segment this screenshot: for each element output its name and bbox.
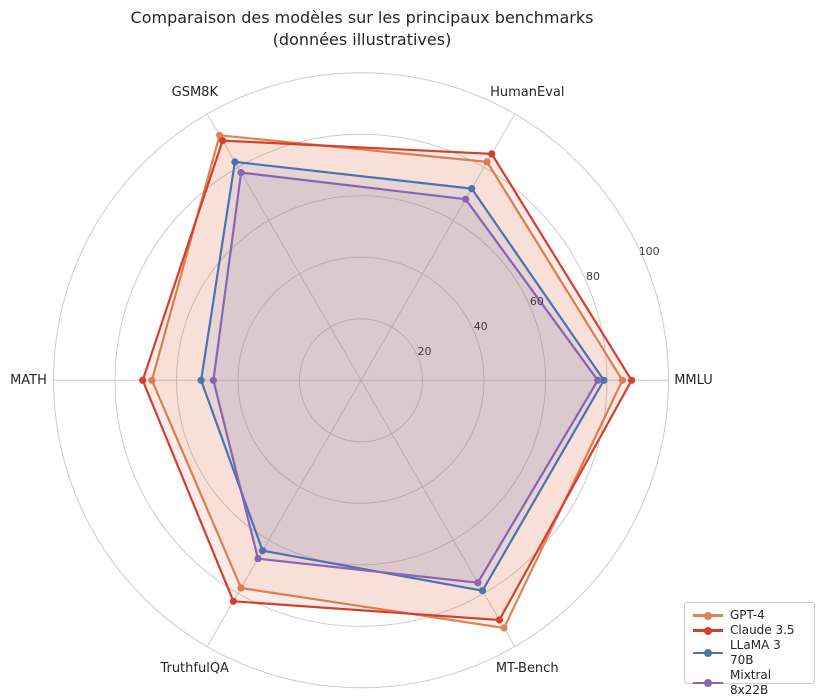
data-point-mixtral-8x22b-truthfulqa (254, 555, 262, 563)
legend-label-mixtral-8x22b: Mixtral 8x22B (730, 668, 772, 697)
data-point-mixtral-8x22b-mmlu (594, 376, 602, 384)
data-point-gpt-4-humaneval (483, 158, 491, 166)
data-point-llama-3-70b-gsm8k (231, 158, 239, 166)
axis-label-humaneval: HumanEval (490, 85, 564, 100)
chart-title-line1: Comparaison des modèles sur les principa… (130, 8, 594, 27)
data-point-mixtral-8x22b-math (209, 376, 217, 384)
radial-tick-label-20: 20 (418, 345, 432, 358)
data-point-gpt-4-gsm8k (216, 131, 224, 139)
data-point-llama-3-70b-humaneval (468, 185, 476, 193)
legend-item-claude-3-5: Claude 3.5 (693, 623, 806, 638)
radial-tick-label-100: 100 (639, 245, 660, 258)
data-point-claude-3-5-math (139, 376, 147, 384)
axis-spoke-mt-bench (360, 380, 516, 647)
axis-label-mt-bench: MT-Bench (496, 661, 559, 676)
data-point-llama-3-70b-truthfulqa (259, 547, 267, 555)
data-point-llama-3-70b-mmlu (600, 376, 608, 384)
legend-item-llama-3-70b: LLaMA 3 70B (693, 638, 806, 668)
axis-label-mmlu: MMLU (674, 373, 713, 388)
legend: GPT-4 Claude 3.5 LLaMA 3 70B Mixtral 8x22B (684, 602, 815, 697)
radial-tick-label-80: 80 (586, 270, 600, 283)
legend-dot (704, 626, 712, 635)
legend-label-gpt-4: GPT-4 (730, 608, 765, 622)
chart-title-line2: (données illustratives) (272, 30, 452, 49)
legend-item-gpt-4: GPT-4 (693, 608, 806, 623)
radial-tick-label-40: 40 (474, 320, 488, 333)
axis-label-truthfulqa: TruthfulQA (159, 661, 229, 676)
legend-marker-mixtral-8x22b (693, 679, 723, 688)
legend-marker-gpt-4 (693, 611, 723, 620)
legend-marker-llama-3-70b (693, 649, 723, 658)
data-point-llama-3-70b-math (197, 376, 205, 384)
data-point-mixtral-8x22b-mt-bench (474, 579, 482, 587)
legend-marker-claude-3-5 (693, 626, 723, 635)
chart-title: Comparaison des modèles sur les principa… (131, 7, 594, 51)
data-point-claude-3-5-humaneval (488, 150, 496, 158)
data-point-claude-3-5-truthfulqa (229, 597, 237, 605)
data-point-claude-3-5-mt-bench (495, 616, 503, 624)
data-point-claude-3-5-mmlu (628, 376, 636, 384)
axis-label-math: MATH (10, 373, 47, 388)
data-point-gpt-4-truthfulqa (237, 584, 245, 592)
legend-label-llama-3-70b: LLaMA 3 70B (730, 638, 781, 667)
data-point-gpt-4-math (148, 376, 156, 384)
legend-item-mixtral-8x22b: Mixtral 8x22B (693, 668, 806, 698)
data-point-mixtral-8x22b-gsm8k (237, 169, 245, 177)
legend-dot (704, 649, 712, 657)
axis-label-gsm8k: GSM8K (172, 85, 219, 100)
axis-spoke-gsm8k (206, 113, 362, 381)
data-point-mixtral-8x22b-humaneval (462, 195, 470, 203)
data-point-gpt-4-mmlu (618, 376, 627, 384)
legend-dot (704, 611, 712, 620)
data-point-claude-3-5-gsm8k (219, 137, 227, 145)
radial-tick-label-60: 60 (530, 295, 544, 308)
axis-spoke-humaneval (360, 113, 516, 381)
data-point-llama-3-70b-mt-bench (478, 587, 487, 595)
legend-dot (704, 679, 712, 687)
legend-label-claude-3-5: Claude 3.5 (730, 623, 795, 637)
data-point-gpt-4-mt-bench (500, 624, 508, 632)
